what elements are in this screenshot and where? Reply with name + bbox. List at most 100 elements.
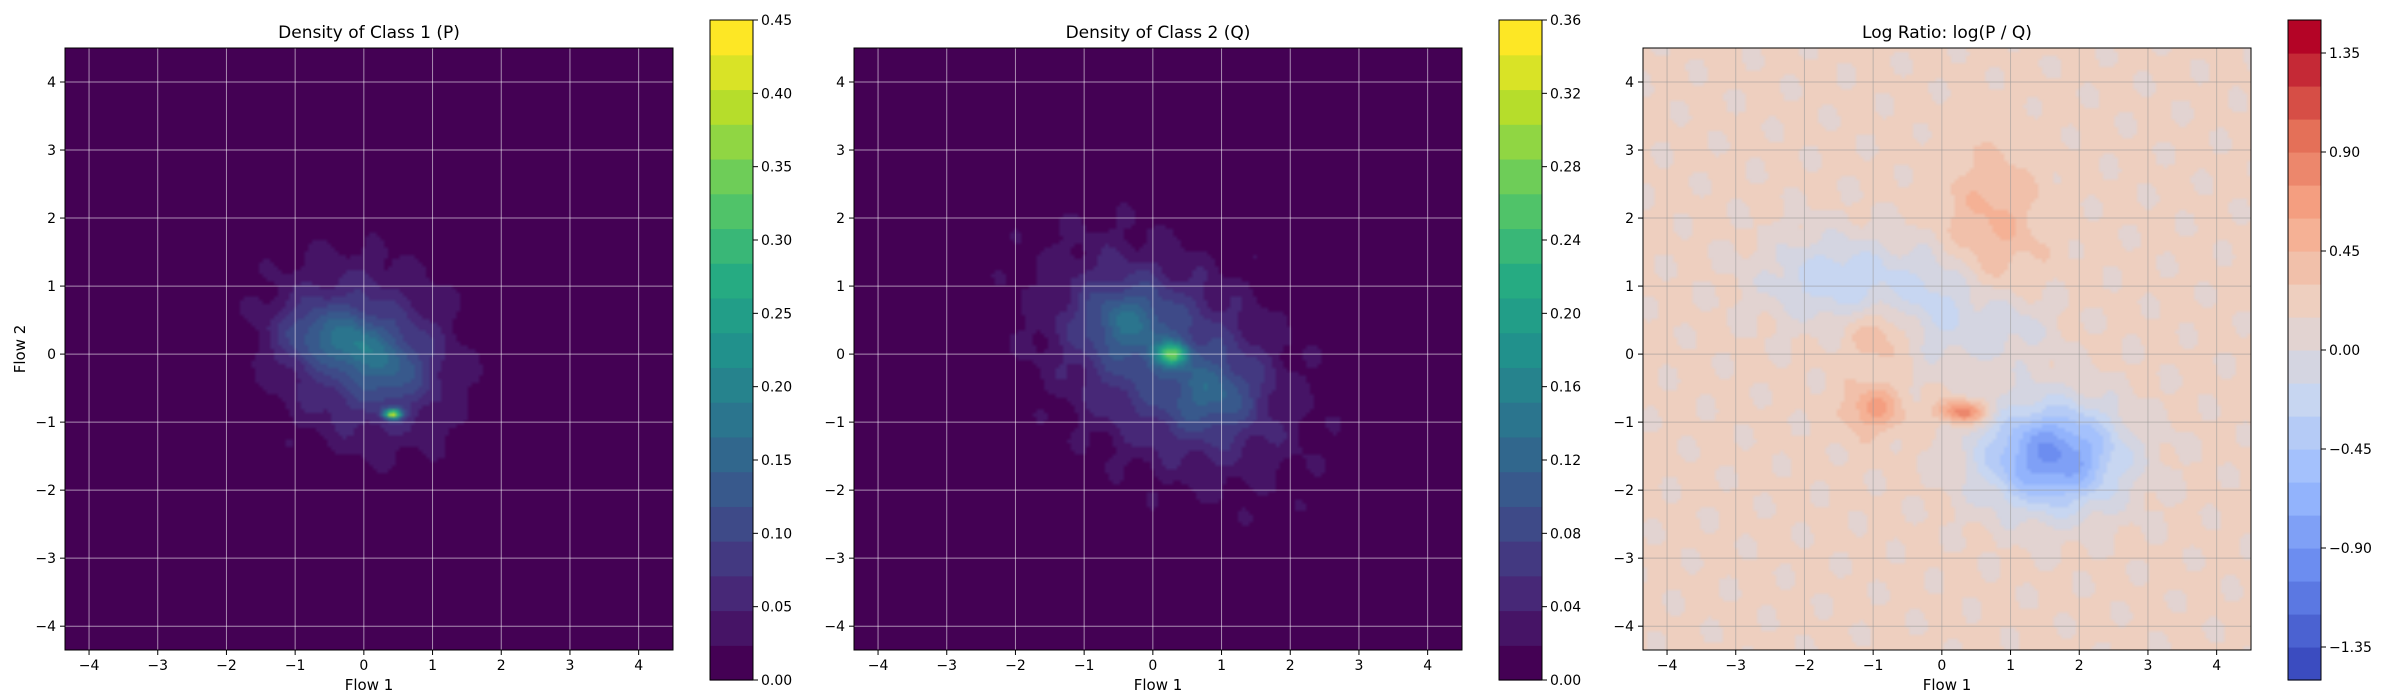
colorbar-band xyxy=(710,263,753,299)
colorbar-band xyxy=(710,575,753,612)
x-tick-label: −3 xyxy=(147,658,168,674)
colorbar-band xyxy=(710,158,753,195)
x-tick-label: 4 xyxy=(634,658,643,674)
y-tick-label: −2 xyxy=(824,483,845,499)
colorbar-band xyxy=(2288,284,2321,318)
colorbar-band xyxy=(2288,350,2321,384)
density-heatmap xyxy=(65,48,673,650)
y-tick-label: 0 xyxy=(1625,347,1634,363)
y-tick-label: 3 xyxy=(836,143,845,159)
colorbar-tick-label: 0.32 xyxy=(1550,86,1581,102)
colorbar-band xyxy=(710,645,753,681)
colorbar-tick-label: −1.35 xyxy=(2329,640,2372,656)
colorbar-tick-label: 0.40 xyxy=(761,86,792,102)
y-tick-label: −3 xyxy=(824,551,845,567)
colorbar-tick-label: 0.24 xyxy=(1550,233,1581,249)
y-tick-label: −4 xyxy=(35,619,56,635)
chart-title: Density of Class 1 (P) xyxy=(278,23,460,43)
colorbar-band xyxy=(1499,610,1542,646)
colorbar-band xyxy=(1499,158,1542,195)
colorbar-band xyxy=(2288,86,2321,120)
colorbar-band xyxy=(710,541,753,577)
y-tick-label: 4 xyxy=(47,75,56,91)
colorbar-band xyxy=(710,402,753,438)
x-tick-label: 0 xyxy=(1148,658,1157,674)
y-tick-label: 2 xyxy=(836,211,845,227)
x-tick-label: −2 xyxy=(1005,658,1026,674)
y-tick-label: −3 xyxy=(35,551,56,567)
colorbar-band xyxy=(2288,218,2321,252)
y-axis-label: Flow 2 xyxy=(11,325,29,374)
y-tick-label: 3 xyxy=(47,143,56,159)
x-tick-label: 4 xyxy=(2212,658,2221,674)
colorbar-tick-label: 0.28 xyxy=(1550,160,1581,176)
x-tick-label: 1 xyxy=(428,658,437,674)
colorbar-band xyxy=(2288,152,2321,186)
x-tick-label: 4 xyxy=(1423,658,1432,674)
x-tick-label: −3 xyxy=(936,658,957,674)
colorbar-band xyxy=(2288,614,2321,648)
x-tick-label: 1 xyxy=(1217,658,1226,674)
colorbar-band xyxy=(1499,20,1542,56)
colorbar-band xyxy=(1499,332,1542,368)
colorbar-band xyxy=(1499,297,1542,334)
x-axis-label: Flow 1 xyxy=(345,676,394,694)
colorbar-band xyxy=(1499,124,1542,160)
y-tick-label: 2 xyxy=(1625,211,1634,227)
y-tick-label: −2 xyxy=(35,483,56,499)
colorbar-tick-label: 0.45 xyxy=(761,13,792,29)
colorbar-band xyxy=(1499,541,1542,577)
colorbar-tick-label: 0.15 xyxy=(761,453,792,469)
x-tick-label: 3 xyxy=(1354,658,1363,674)
colorbar-tick-label: 1.35 xyxy=(2329,46,2360,62)
x-tick-label: 2 xyxy=(2075,658,2084,674)
colorbar-band xyxy=(2288,53,2321,87)
colorbar-band xyxy=(1499,575,1542,612)
x-tick-label: 2 xyxy=(1286,658,1295,674)
colorbar-tick-label: 0.20 xyxy=(761,380,792,396)
colorbar-band xyxy=(710,506,753,542)
plot-frame xyxy=(64,47,674,651)
colorbar-band xyxy=(1499,54,1542,91)
y-tick-label: −1 xyxy=(824,415,845,431)
colorbar: 0.00 0.05 0.10 0.15 0.20 0.25 0.30 0.35 0.40 0.45 xyxy=(709,13,792,689)
colorbar-band xyxy=(2288,449,2321,483)
colorbar-tick-label: −0.90 xyxy=(2329,541,2372,557)
density-heatmap xyxy=(1643,48,2251,650)
colorbar-band xyxy=(1499,402,1542,438)
x-tick-label: 0 xyxy=(1937,658,1946,674)
colorbar-band xyxy=(1499,506,1542,542)
colorbar-tick-label: 0.12 xyxy=(1550,453,1581,469)
colorbar-band xyxy=(710,54,753,91)
colorbar-band xyxy=(2288,515,2321,549)
colorbar-band xyxy=(710,193,753,230)
x-tick-label: −2 xyxy=(1794,658,1815,674)
x-tick-label: −1 xyxy=(1074,658,1095,674)
chart-title: Log Ratio: log(P / Q) xyxy=(1862,23,2032,43)
colorbar-band xyxy=(1499,263,1542,299)
colorbar-tick-label: 0.10 xyxy=(761,526,792,542)
colorbar-band xyxy=(1499,645,1542,681)
y-tick-label: −4 xyxy=(1613,619,1634,635)
colorbar-tick-label: 0.08 xyxy=(1550,526,1581,542)
x-axis-label: Flow 1 xyxy=(1134,676,1183,694)
density-heatmap xyxy=(854,48,1462,650)
x-tick-label: −4 xyxy=(868,658,889,674)
y-tick-label: −1 xyxy=(1613,415,1634,431)
colorbar-tick-label: 0.36 xyxy=(1550,13,1581,29)
colorbar-band xyxy=(2288,119,2321,153)
y-tick-label: −4 xyxy=(824,619,845,635)
plot-frame xyxy=(1642,47,2252,651)
colorbar-tick-label: 0.00 xyxy=(1550,673,1581,689)
colorbar-band xyxy=(1499,89,1542,125)
y-tick-label: 4 xyxy=(836,75,845,91)
y-tick-label: −1 xyxy=(35,415,56,431)
colorbar-tick-label: 0.90 xyxy=(2329,145,2360,161)
chart-panel-3: −4 −3 −2 −1 0 1 2 3 4 −4 −3 −2 −1 0 1 2 3 4 Log Ratio: log… xyxy=(1613,19,2372,694)
colorbar-band xyxy=(710,436,753,473)
colorbar-tick-label: 0.45 xyxy=(2329,244,2360,260)
colorbar-band xyxy=(2288,317,2321,351)
colorbar-tick-label: 0.00 xyxy=(2329,343,2360,359)
colorbar-band xyxy=(710,228,753,264)
